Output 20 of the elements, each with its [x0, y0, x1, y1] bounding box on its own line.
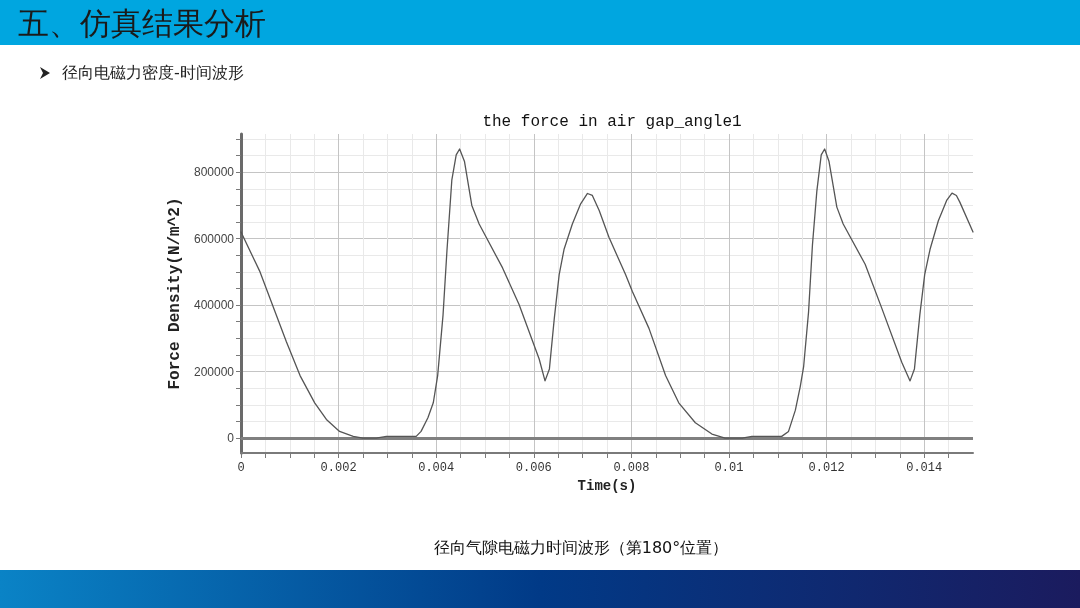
x-tick-label: 0.006 [515, 461, 552, 475]
y-tick-label: 200000 [193, 364, 235, 379]
x-tick-label: 0.004 [418, 461, 455, 475]
x-tick-label: 0.008 [613, 461, 650, 475]
y-tick-label: 400000 [193, 298, 235, 313]
x-tick-label: 0 [237, 461, 245, 475]
x-tick-label: 0.002 [320, 461, 357, 475]
x-tick-label: 0.012 [808, 461, 845, 475]
y-axis-title: Force Density(N/m^2) [166, 197, 185, 390]
line-series [240, 148, 974, 439]
y-tick-label: 600000 [193, 231, 235, 246]
text: 五、仿真结果分析 [18, 4, 266, 42]
text: 径向电磁力密度-时间波形 [62, 62, 244, 84]
x-tick-label: 0.014 [906, 461, 943, 475]
text: 径向气隙电磁力时间波形（第180°位置） [432, 537, 730, 559]
y-tick-label: 800000 [193, 165, 235, 180]
x-axis-title: Time(s) [577, 477, 637, 494]
y-tick-label: 0 [227, 431, 235, 446]
x-tick-label: 0.01 [714, 461, 744, 475]
chart-title: the force in air gap_angle1 [482, 113, 742, 131]
